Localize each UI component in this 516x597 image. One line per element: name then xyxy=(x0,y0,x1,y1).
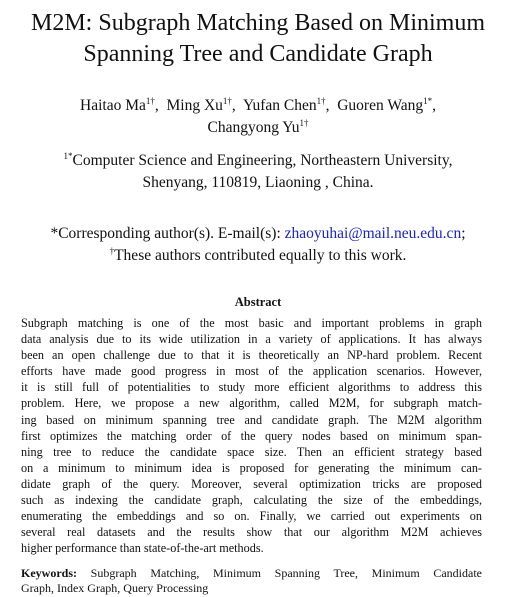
affiliation-mark: 1* xyxy=(63,150,73,161)
title-line-1: M2M: Subgraph Matching Based on Minimum xyxy=(31,10,485,36)
equal-contribution-mark: † xyxy=(109,245,115,256)
author: Haitao Ma1† xyxy=(80,95,155,114)
abstract-line: such as indexing the candidate graph, ca… xyxy=(21,493,482,508)
abstract-line: it is still full of potentialities to st… xyxy=(21,380,482,395)
author: Guoren Wang1* xyxy=(337,95,433,114)
affiliation: 1*Computer Science and Engineering, Nort… xyxy=(0,150,516,194)
abstract-line: been an open challenge due to that it is… xyxy=(21,348,482,363)
abstract-line: data analysis due to its wide utilizatio… xyxy=(21,332,482,347)
affiliation-line-1: Computer Science and Engineering, Northe… xyxy=(72,152,453,169)
correspondence-note: *Corresponding author(s). E-mail(s): zha… xyxy=(50,225,466,264)
author-line-1: Haitao Ma1†, Ming Xu1†, Yufan Chen1†, Gu… xyxy=(80,95,436,114)
keywords-line-1: Subgraph Matching, Minimum Spanning Tree… xyxy=(90,566,482,580)
abstract-line: ning tree to reduce the candidate space … xyxy=(21,444,482,459)
author-list: Haitao Ma1†, Ming Xu1†, Yufan Chen1†, Gu… xyxy=(0,95,516,139)
paper-title: M2M: Subgraph Matching Based on Minimum … xyxy=(0,8,516,70)
keywords-label: Keywords: xyxy=(21,566,77,580)
abstract-body: Subgraph matching is one of the most bas… xyxy=(21,315,482,556)
abstract-line: efforts have made good progress in most … xyxy=(21,364,482,379)
author: Ming Xu1† xyxy=(166,95,232,114)
abstract-line: Subgraph matching is one of the most bas… xyxy=(21,316,482,330)
abstract-heading: Abstract xyxy=(234,295,282,309)
affiliation-line-2: Shenyang, 110819, Liaoning , China. xyxy=(142,174,374,191)
abstract-line: on a minimum to minimum idea is proposed… xyxy=(21,460,482,475)
abstract-line: problem. Here, we propose a new algorith… xyxy=(21,396,482,411)
author-mark: 1† xyxy=(316,95,326,106)
abstract-line: several real datasets and the results sh… xyxy=(21,525,482,540)
author: Changyong Yu1† xyxy=(207,117,309,136)
author-line-2: Changyong Yu1† xyxy=(0,117,516,139)
keywords-line-2: Graph, Index Graph, Query Processing xyxy=(21,581,209,595)
keywords: Keywords: Subgraph Matching, Minimum Spa… xyxy=(21,566,482,596)
correspondence-prefix: *Corresponding author(s). E-mail(s): xyxy=(50,225,285,242)
title-line-2: Spanning Tree and Candidate Graph xyxy=(83,41,433,67)
abstract-line: enumerating the embeddings and so on. Fi… xyxy=(21,509,482,524)
author-mark: 1† xyxy=(145,95,155,106)
abstract-line: didate graph of the query. Moreover, sev… xyxy=(21,476,482,491)
author-mark: 1† xyxy=(299,117,309,128)
abstract-line: higher performance than state-of-the-art… xyxy=(21,541,264,556)
abstract-line: ing based on minimum spanning tree and c… xyxy=(21,412,482,427)
abstract-line: first optimizes the matching order of th… xyxy=(21,428,482,443)
author-mark: 1† xyxy=(222,95,232,106)
author-mark: 1* xyxy=(423,95,433,106)
equal-contribution-text: These authors contributed equally to thi… xyxy=(114,247,407,264)
email-link[interactable]: zhaoyuhai@mail.neu.edu.cn xyxy=(284,225,462,242)
author: Yufan Chen1† xyxy=(242,95,326,114)
